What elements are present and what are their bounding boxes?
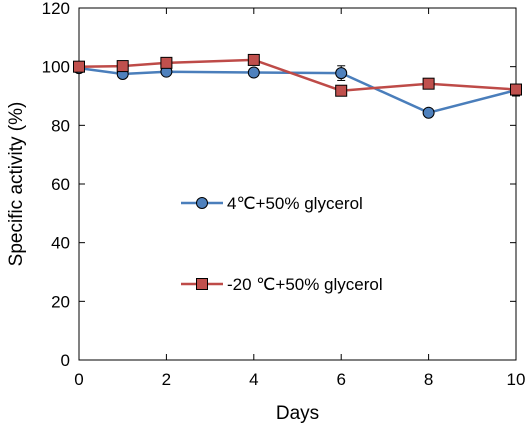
series-1 <box>73 62 522 119</box>
series-line <box>78 58 517 92</box>
data-point <box>116 60 129 73</box>
data-point <box>422 77 435 90</box>
y-tick-label: 60 <box>51 175 70 194</box>
data-point <box>422 106 435 119</box>
legend-label: -20 ℃+50% glycerol <box>227 275 383 294</box>
x-axis-title: Days <box>276 403 319 424</box>
y-axis-title: Specific activity (%) <box>6 102 27 267</box>
legend: 4℃+50% glycerol -20 ℃+50% glycerol <box>181 194 383 294</box>
legend-item-1: 4℃+50% glycerol <box>181 194 363 213</box>
y-tick-label: 40 <box>51 234 70 253</box>
x-tick-label: 4 <box>249 370 258 389</box>
legend-label: 4℃+50% glycerol <box>227 194 363 213</box>
x-tick-label: 0 <box>74 370 83 389</box>
y-tick-label: 20 <box>51 292 70 311</box>
series-2 <box>73 53 522 97</box>
legend-item-2: -20 ℃+50% glycerol <box>181 275 383 294</box>
series-layer <box>73 53 522 119</box>
data-point <box>73 60 85 73</box>
x-tick-label: 6 <box>336 370 345 389</box>
data-point <box>247 66 260 79</box>
y-tick-label: 100 <box>42 58 70 77</box>
legend-marker <box>196 278 208 290</box>
y-tick-label: 80 <box>51 116 70 135</box>
data-point <box>335 84 348 97</box>
x-tick-label: 2 <box>162 370 171 389</box>
y-tick-label: 120 <box>42 0 70 18</box>
x-tick-label: 10 <box>507 370 526 389</box>
data-point <box>160 56 173 69</box>
data-point <box>335 67 348 80</box>
y-tick-label: 0 <box>61 351 70 370</box>
plot-frame <box>78 7 517 361</box>
data-point <box>510 83 522 96</box>
data-point <box>247 53 260 66</box>
axes: 0 20 40 60 80 100 120 0 2 4 6 8 10 <box>42 0 526 389</box>
legend-marker <box>196 197 208 209</box>
x-tick-label: 8 <box>424 370 433 389</box>
